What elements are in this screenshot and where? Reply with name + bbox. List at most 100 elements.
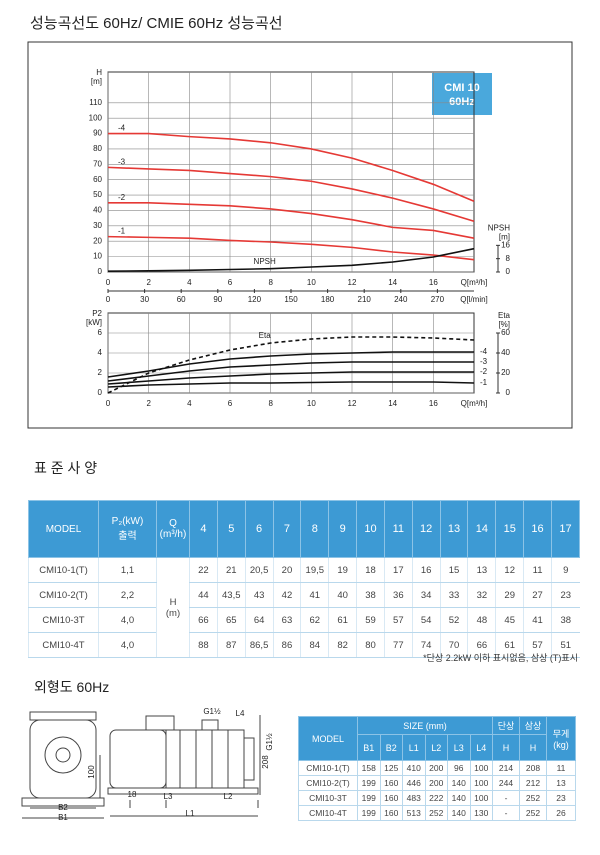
- header-cell: SIZE (mm): [357, 716, 493, 735]
- header-cell: 4: [189, 500, 218, 558]
- page-title: 성능곡선도 60Hz/ CMIE 60Hz 성능곡선: [30, 15, 283, 32]
- value-cell: 20: [272, 557, 301, 583]
- curve-label: -3: [118, 157, 126, 166]
- header-cell: MODEL: [298, 716, 358, 761]
- data-cell: 158: [357, 760, 381, 776]
- data-cell: CMI10-1(T): [298, 760, 358, 776]
- model-cell: CMI10-4T: [28, 632, 99, 658]
- header-text: (m³/h): [159, 529, 187, 540]
- value-cell: 43,5: [216, 582, 246, 608]
- model-cell: CMI10-3T: [28, 607, 99, 633]
- value-cell: 51: [550, 632, 580, 658]
- data-cell: 100: [469, 775, 493, 791]
- data-cell: 140: [447, 775, 471, 791]
- badge-text: CMI 10: [444, 82, 479, 94]
- header-cell: 13: [439, 500, 469, 558]
- y2-tick-label: 16: [501, 240, 510, 249]
- y-tick-label: 90: [93, 129, 102, 138]
- y-tick-label: 80: [93, 144, 102, 153]
- header-cell: 삼상: [519, 716, 547, 735]
- header-row: MODEL SIZE (mm) 단상 삼상 무게 (kg): [298, 716, 576, 761]
- x2-tick-label: 270: [431, 295, 445, 304]
- value-cell: 13: [467, 557, 496, 583]
- value-cell: 27: [523, 582, 552, 608]
- power-cell: 4,0: [98, 607, 157, 633]
- data-cell: 483: [402, 790, 426, 806]
- y2-axis-label: Eta: [498, 311, 511, 320]
- data-cell: 125: [379, 760, 403, 776]
- value-cell: 11: [523, 557, 552, 583]
- data-cell: -: [492, 790, 520, 806]
- data-cell: 160: [379, 805, 403, 821]
- dimension-label: B2: [58, 803, 68, 812]
- x-tick-label: 10: [307, 399, 316, 408]
- x2-tick-label: 150: [284, 295, 298, 304]
- header-cell: L3: [447, 734, 471, 761]
- dimension-label: L4: [236, 709, 245, 718]
- unit-text: H: [169, 596, 177, 608]
- value-cell: 57: [383, 607, 413, 633]
- y2-tick-label: 8: [506, 254, 511, 263]
- data-cell: 208: [519, 760, 547, 776]
- data-row: CMI10-4T 4,0 88 87 86,5 86 84 82 80 77 74 70 66 61 57 5…: [28, 632, 580, 658]
- data-cell: 100: [469, 790, 493, 806]
- value-cell: 42: [272, 582, 301, 608]
- x-tick-label: 8: [268, 399, 273, 408]
- power-cell: 1,1: [98, 557, 157, 583]
- header-cell: 8: [300, 500, 330, 558]
- power-cell: 2,2: [98, 582, 157, 608]
- badge-text: 60Hz: [449, 96, 475, 108]
- y2-axis-label: [m]: [499, 232, 510, 241]
- data-cell: 140: [447, 805, 471, 821]
- y-axis-label: [kW]: [86, 318, 102, 327]
- value-cell: 44: [189, 582, 218, 608]
- x2-tick-label: 0: [106, 295, 111, 304]
- y-tick-label: 100: [89, 113, 103, 122]
- y-tick-label: 0: [98, 388, 103, 397]
- x2-tick-label: 60: [177, 295, 186, 304]
- x-tick-label: 4: [187, 278, 192, 287]
- data-cell: 200: [424, 775, 448, 791]
- model-cell: CMI10-1(T): [28, 557, 99, 583]
- curve-label: -1: [118, 227, 126, 236]
- data-cell: -: [492, 805, 520, 821]
- header-cell: H: [492, 734, 520, 761]
- header-cell: 단상: [492, 716, 520, 735]
- y2-tick-label: 0: [506, 388, 511, 397]
- data-cell: 13: [546, 775, 576, 791]
- header-text: 삼상: [524, 721, 542, 731]
- value-cell: 74: [411, 632, 441, 658]
- value-cell: 34: [411, 582, 441, 608]
- y2-tick-label: 0: [506, 267, 511, 276]
- y-axis-label: P2: [92, 309, 102, 318]
- data-row: CMI10-1(T) 158 125 410 200 96 100 214 208 11: [298, 760, 576, 776]
- x-tick-label: 0: [106, 278, 111, 287]
- value-cell: 62: [300, 607, 329, 633]
- y2-tick-label: 60: [501, 328, 510, 337]
- x2-tick-label: 90: [213, 295, 222, 304]
- data-cell: 100: [469, 760, 493, 776]
- curve: [107, 351, 474, 378]
- header-cell: 17: [550, 500, 581, 558]
- value-cell: 20,5: [244, 557, 274, 583]
- dimension-label: L2: [224, 792, 233, 801]
- x-tick-label: 14: [388, 399, 397, 408]
- header-text: 무게: [552, 729, 570, 739]
- header-row: MODEL P₂(kW) 출력 Q (m³/h) 4 5 6 7 8 9 10 11 12 13 14 15 16…: [28, 500, 581, 558]
- dimension-label: 18: [128, 790, 137, 799]
- header-text: Q: [169, 518, 177, 529]
- value-cell: 86,5: [244, 632, 274, 658]
- x-tick-label: 2: [146, 399, 151, 408]
- dimension-label: 208: [261, 755, 270, 769]
- y-tick-label: 30: [93, 221, 102, 230]
- spec-table: MODEL P₂(kW) 출력 Q (m³/h) 4 5 6 7 8 9 10 11 12 13 14 15 16…: [28, 500, 581, 658]
- value-cell: 77: [383, 632, 413, 658]
- value-cell: 36: [383, 582, 413, 608]
- dimension-label: B1: [58, 813, 68, 822]
- header-cell: 6: [244, 500, 274, 558]
- x-tick-label: 8: [268, 278, 273, 287]
- header-text: 출력: [118, 531, 137, 542]
